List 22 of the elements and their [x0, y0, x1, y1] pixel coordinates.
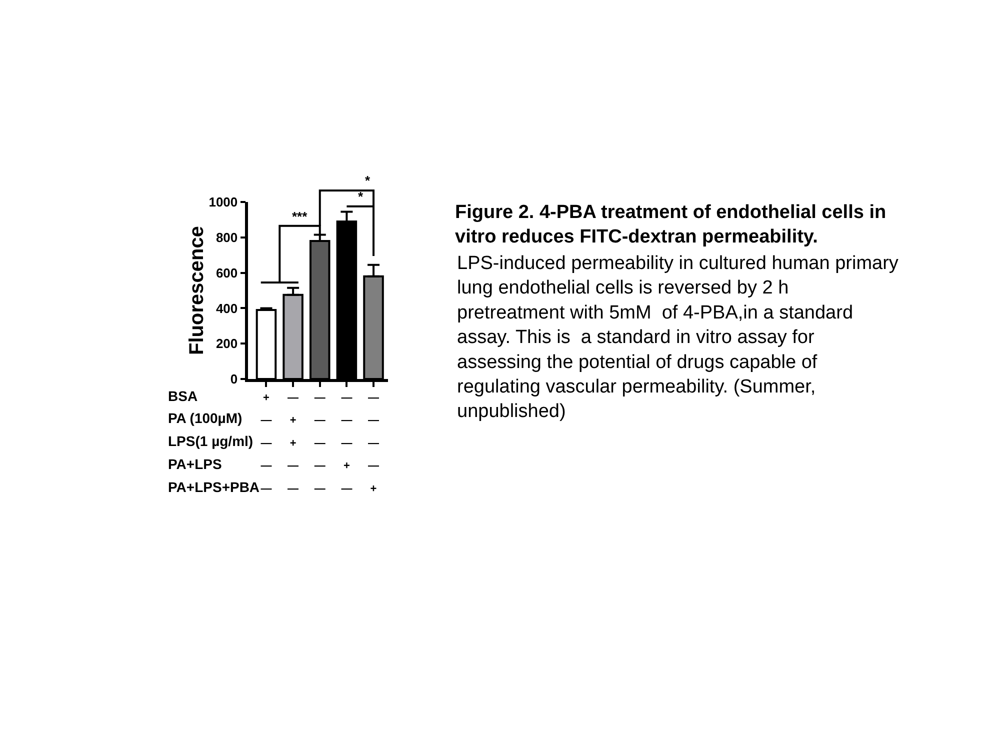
y-tick-label: 400	[216, 300, 238, 316]
x-tick-label: — — — + —	[341, 392, 352, 495]
y-tick-label: 0	[230, 372, 238, 387]
x-tick-label: — — — — —	[314, 392, 326, 495]
text: LPS(1 µg/ml)	[168, 433, 254, 449]
annotation: ***	[292, 209, 308, 224]
y-tick-label: 1000	[208, 194, 238, 210]
text: *	[365, 173, 371, 188]
annotation: *	[358, 189, 364, 204]
text: PA+LPS+PBA	[168, 479, 260, 495]
y-tick-label: 800	[216, 230, 238, 245]
text: PA (100µM)	[168, 410, 242, 426]
text: LPS-induced permeability in cultured human primary lung endothelial cells is reversed by 2 h pretreatment with 5mM of 4-PBA,in a standard assay. This is a standard in vitro assay for assessing the potential of drugs capable of regulating vascular permeability. (Summer, unpublished)	[457, 253, 899, 422]
y-tick-label: 200	[216, 336, 238, 352]
x-tick-label: — + + — —	[288, 392, 299, 495]
x-tick-label: + — — — —	[260, 392, 272, 495]
text: BSA	[168, 388, 198, 404]
text: Figure 2. 4-PBA treatment of endothelial cells in vitro reduces FITC-dextran permeability.	[455, 202, 886, 248]
y-tick-label: 600	[216, 265, 238, 280]
y-axis-title: Fluorescence	[186, 226, 208, 355]
text: PA+LPS	[168, 456, 222, 472]
x-tick-label: — — — — +	[368, 392, 380, 495]
